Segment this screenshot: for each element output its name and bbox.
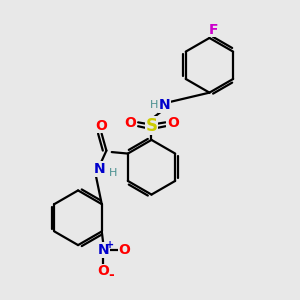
Text: +: +: [106, 239, 114, 250]
Text: O: O: [95, 118, 107, 133]
Text: N: N: [94, 162, 105, 176]
Text: O: O: [125, 116, 136, 130]
Text: O: O: [119, 243, 130, 257]
Text: N: N: [98, 243, 109, 257]
Text: N: N: [159, 98, 171, 112]
Text: H: H: [150, 100, 159, 110]
Text: O: O: [97, 264, 109, 278]
Text: H: H: [110, 168, 118, 178]
Text: F: F: [208, 22, 218, 37]
Text: O: O: [167, 116, 179, 130]
Text: S: S: [146, 117, 158, 135]
Text: -: -: [109, 268, 114, 282]
